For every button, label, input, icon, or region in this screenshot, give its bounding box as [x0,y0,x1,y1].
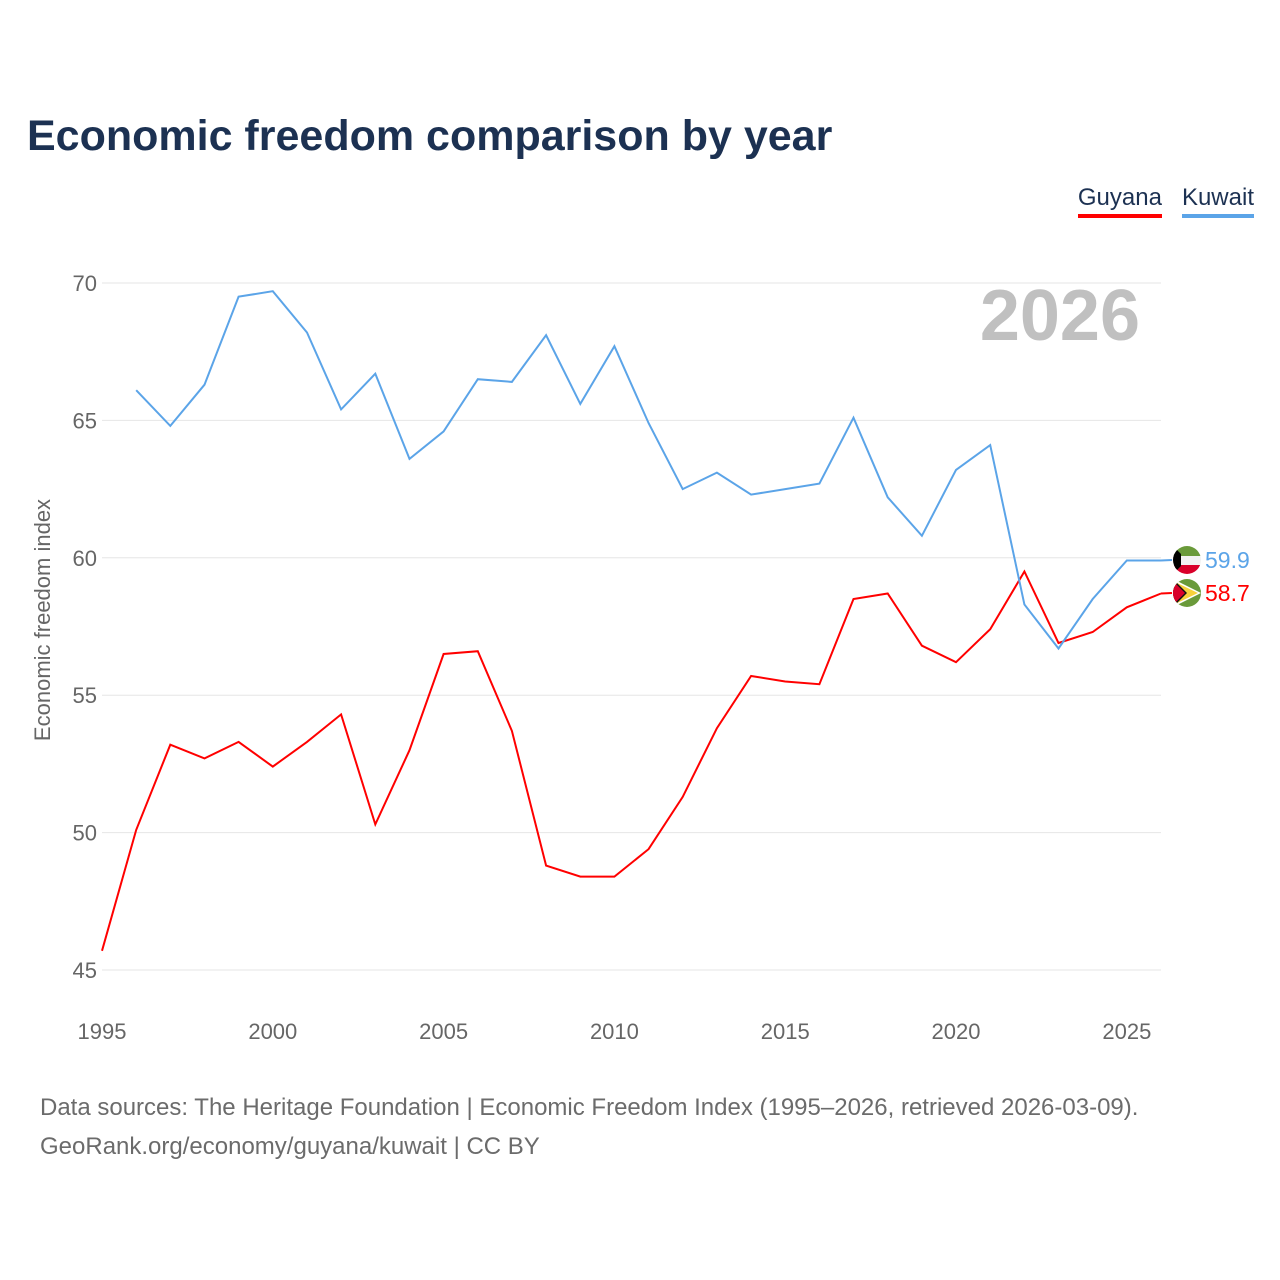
x-tick-label: 2015 [761,1019,810,1044]
source-link[interactable]: GeoRank.org/economy/guyana/kuwait | CC B… [40,1133,540,1160]
y-tick-label: 45 [73,958,97,983]
data-source-text: Data sources: The Heritage Foundation | … [40,1094,1139,1121]
y-tick-label: 50 [73,821,97,846]
y-tick-label: 55 [73,683,97,708]
series-line-kuwait [135,290,1161,651]
footer: Data sources: The Heritage Foundation | … [40,1088,1138,1166]
y-tick-label: 60 [73,546,97,571]
y-tick-label: 65 [73,408,97,433]
year-watermark: 2026 [980,276,1140,356]
legend-item-guyana[interactable]: Guyana [1077,184,1162,218]
x-tick-label: 2005 [419,1019,468,1044]
end-connector [1160,559,1173,562]
guyana-flag-icon [1173,579,1201,607]
end-connector [1160,592,1173,595]
legend: Guyana Kuwait [1077,184,1254,218]
end-value-label: 58.7 [1205,580,1250,606]
x-tick-label: 2025 [1102,1019,1151,1044]
end-value-label: 59.9 [1205,547,1250,573]
chart-title: Economic freedom comparison by year [27,112,833,160]
x-tick-label: 2020 [932,1019,981,1044]
x-tick-label: 2000 [248,1019,297,1044]
series-line-guyana [101,569,1162,952]
legend-item-kuwait[interactable]: Kuwait [1181,184,1254,218]
x-tick-label: 1995 [78,1019,127,1044]
y-axis-label: Economic freedom index [30,499,55,741]
y-tick-label: 70 [73,271,97,296]
kuwait-flag-icon [1173,546,1201,574]
x-tick-label: 2010 [590,1019,639,1044]
